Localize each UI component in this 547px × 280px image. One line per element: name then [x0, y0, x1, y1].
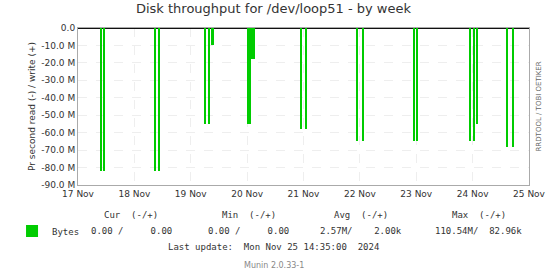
svg-text:-70.0 M: -70.0 M	[41, 145, 75, 155]
svg-text:0.00 / 0.00: 0.00 / 0.00	[91, 226, 172, 236]
svg-text:Cur (-/+): Cur (-/+)	[104, 210, 158, 220]
svg-text:RRDTOOL / TOBI OETIKER: RRDTOOL / TOBI OETIKER	[535, 61, 543, 151]
svg-text:-90.0 M: -90.0 M	[41, 180, 75, 190]
svg-text:Disk throughput for /dev/loop5: Disk throughput for /dev/loop51 - by wee…	[136, 1, 412, 16]
svg-text:Munin 2.0.33-1: Munin 2.0.33-1	[244, 261, 304, 270]
svg-text:24 Nov: 24 Nov	[457, 189, 490, 199]
svg-text:-10.0 M: -10.0 M	[41, 41, 75, 51]
svg-text:20 Nov: 20 Nov	[231, 189, 264, 199]
svg-text:2.57M/ 2.00k: 2.57M/ 2.00k	[320, 226, 402, 236]
svg-text:17 Nov: 17 Nov	[62, 189, 95, 199]
svg-text:Max (-/+): Max (-/+)	[452, 210, 506, 220]
svg-text:Bytes: Bytes	[52, 227, 79, 237]
svg-text:-80.0 M: -80.0 M	[41, 163, 75, 173]
svg-text:23 Nov: 23 Nov	[400, 189, 433, 199]
svg-text:-40.0 M: -40.0 M	[41, 93, 75, 103]
svg-text:-60.0 M: -60.0 M	[41, 128, 75, 138]
svg-text:-20.0 M: -20.0 M	[41, 58, 75, 68]
svg-text:-50.0 M: -50.0 M	[41, 110, 75, 120]
svg-text:25 Nov: 25 Nov	[513, 189, 546, 199]
svg-text:Last update: Mon Nov 25 14:35: Last update: Mon Nov 25 14:35:00 2024	[168, 242, 379, 252]
svg-text:Pr second read (-) / write (+): Pr second read (-) / write (+)	[27, 42, 37, 171]
svg-text:-30.0 M: -30.0 M	[41, 75, 75, 85]
svg-text:Avg (-/+): Avg (-/+)	[334, 210, 388, 220]
svg-text:22 Nov: 22 Nov	[344, 189, 377, 199]
svg-text:0.00 / 0.00: 0.00 / 0.00	[208, 226, 289, 236]
svg-text:19 Nov: 19 Nov	[175, 189, 208, 199]
svg-text:18 Nov: 18 Nov	[118, 189, 151, 199]
svg-text:0.0: 0.0	[61, 23, 76, 33]
svg-text:110.54M/ 82.96k: 110.54M/ 82.96k	[435, 226, 522, 236]
svg-text:Min (-/+): Min (-/+)	[222, 210, 276, 220]
svg-text:21 Nov: 21 Nov	[288, 189, 321, 199]
